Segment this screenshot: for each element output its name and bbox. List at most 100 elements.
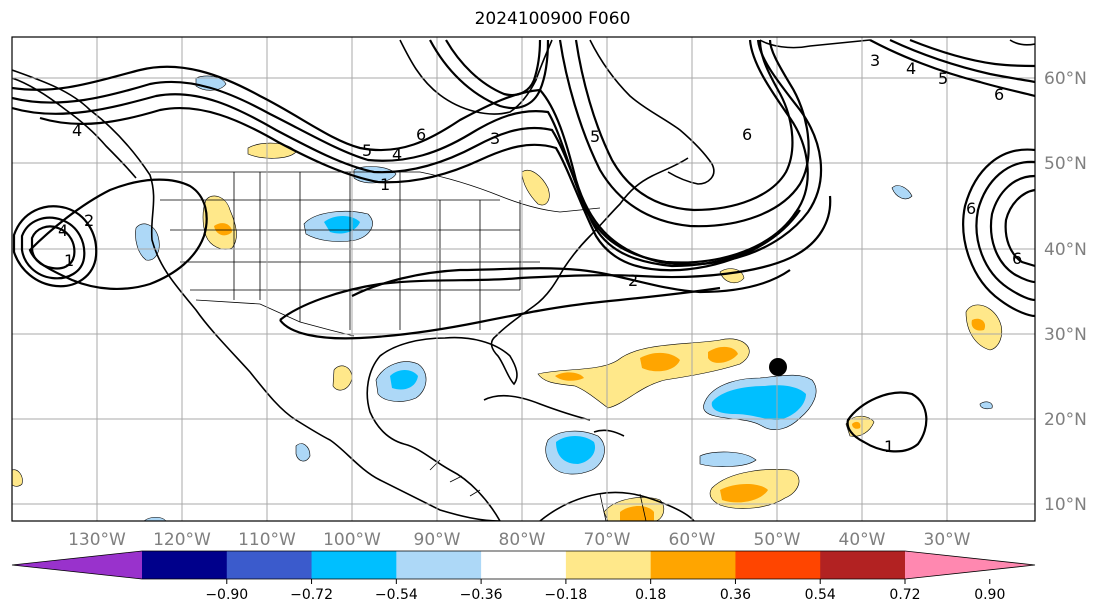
contour-low-west-outer — [12, 205, 98, 288]
contour-label: 2 — [628, 271, 638, 290]
colorbar-segment — [565, 551, 652, 579]
lat-label: 30°N — [1044, 325, 1087, 345]
lon-label: 80°W — [499, 530, 546, 550]
south-america-coast — [539, 491, 695, 521]
lat-label: 40°N — [1044, 240, 1087, 260]
map-title: 2024100900 F060 — [474, 9, 631, 29]
contour-ne-atlantic-upper-2 — [889, 39, 1035, 84]
longitude-labels: 130°W 120°W 110°W 100°W 90°W 80°W 70°W 6… — [68, 530, 971, 550]
contour-ne-atlantic-upper-3 — [909, 38, 1035, 68]
contour-1-west — [28, 178, 208, 291]
political-borders — [150, 171, 647, 521]
contour-label: 5 — [590, 127, 600, 146]
europe-coast — [1009, 39, 1035, 46]
colorbar-outline — [11, 550, 1036, 580]
anomaly-patch — [720, 484, 768, 503]
anomaly-patch — [324, 216, 360, 234]
lon-label: 50°W — [754, 530, 801, 550]
anomaly-patch — [295, 443, 311, 462]
contour-label: 1 — [380, 175, 390, 194]
contour-label: 6 — [994, 85, 1004, 104]
anomaly-patch — [979, 401, 993, 410]
colorbar-extend-low — [12, 551, 142, 579]
hudson-bay-coast — [399, 39, 553, 115]
central-america-borders — [429, 459, 481, 497]
anomaly-patch — [971, 318, 986, 331]
contour-label: 3 — [490, 129, 500, 148]
colorbar-tick-label: 0.90 — [974, 587, 1005, 603]
contour-2-east-coast — [279, 195, 832, 321]
anomaly-patch — [852, 421, 861, 429]
contour-3-band — [12, 93, 797, 268]
contour-label: 1 — [884, 437, 894, 456]
lon-label: 90°W — [414, 530, 461, 550]
colorbar-tick-label: −0.90 — [205, 587, 248, 603]
contour-lines — [12, 38, 1035, 453]
anomaly-patch — [699, 451, 757, 467]
colorbar: −0.90 −0.72 −0.54 −0.36 −0.18 0.18 0.36 0.54 0.7… — [11, 550, 1036, 603]
lat-label: 10°N — [1044, 495, 1087, 515]
contour-low-west-mid — [20, 216, 86, 280]
contour-hudson-inner — [429, 39, 550, 110]
us-canada-border — [150, 171, 601, 213]
contour-label: 4 — [906, 59, 916, 78]
anomaly-patch — [390, 370, 418, 390]
lon-label: 120°W — [153, 530, 211, 550]
contour-1-atlantic — [846, 391, 928, 453]
colorbar-segment — [142, 551, 228, 579]
anomaly-patch — [891, 185, 913, 200]
contour-label: 6 — [416, 125, 426, 144]
contour-ne-atlantic-upper — [869, 39, 1035, 98]
map-frame — [11, 36, 1036, 522]
colorbar-segment — [735, 551, 821, 579]
contour-ne-atlantic-4 — [1004, 188, 1035, 268]
caribbean-islands — [483, 394, 625, 437]
contour-ne-atlantic-outer — [962, 148, 1035, 318]
contour-labels: 1 2 3 4 5 6 1 2 4 6 6 6 5 4 3 1 4 6 5 — [58, 51, 1022, 456]
negative-anomaly-shading — [135, 75, 993, 521]
contour-label: 5 — [362, 141, 372, 160]
lon-label: 130°W — [68, 530, 126, 550]
contour-label: 4 — [392, 145, 402, 164]
lon-label: 60°W — [669, 530, 716, 550]
anomaly-patch — [711, 385, 806, 420]
colorbar-tick-label: 0.36 — [720, 587, 751, 603]
lon-label: 70°W — [584, 530, 631, 550]
contour-label: 5 — [938, 69, 948, 88]
anomaly-patch — [640, 352, 680, 372]
contour-1-east-coast — [351, 267, 791, 297]
colorbar-segment — [650, 551, 736, 579]
colorbar-segment — [396, 551, 482, 579]
labrador-coast — [589, 39, 715, 185]
contour-low-west-inner — [30, 225, 76, 270]
lon-label: 40°W — [839, 530, 886, 550]
anomaly-patch — [214, 223, 232, 236]
lat-label: 20°N — [1044, 410, 1087, 430]
contour-4-band — [39, 106, 801, 272]
storm-position-marker — [769, 358, 787, 376]
contour-2-south — [279, 286, 721, 340]
contour-label: 4 — [58, 221, 68, 240]
colorbar-segment — [481, 551, 567, 579]
contour-label: 2 — [84, 211, 94, 230]
lon-label: 30°W — [924, 530, 971, 550]
contour-labrador-1 — [558, 39, 810, 228]
anomaly-patch — [555, 372, 584, 381]
contour-ne-atlantic-2 — [975, 160, 1035, 302]
contour-label: 6 — [1012, 249, 1022, 268]
colorbar-segment — [820, 551, 906, 579]
alaska-coast — [12, 77, 137, 179]
contour-labrador-2 — [574, 39, 794, 212]
colorbar-tick-label: 0.72 — [889, 587, 920, 603]
colorbar-tick-label: 0.18 — [635, 587, 666, 603]
contour-label: 4 — [72, 121, 82, 140]
contour-label: 3 — [870, 51, 880, 70]
contour-label: 6 — [742, 125, 752, 144]
gulf-coast — [366, 157, 689, 521]
colorbar-tick-label: −0.54 — [375, 587, 418, 603]
gridlines — [12, 37, 1035, 521]
colorbar-tick-label: −0.72 — [290, 587, 333, 603]
anomaly-patch — [537, 338, 750, 409]
colorbar-extend-high — [905, 551, 1035, 579]
